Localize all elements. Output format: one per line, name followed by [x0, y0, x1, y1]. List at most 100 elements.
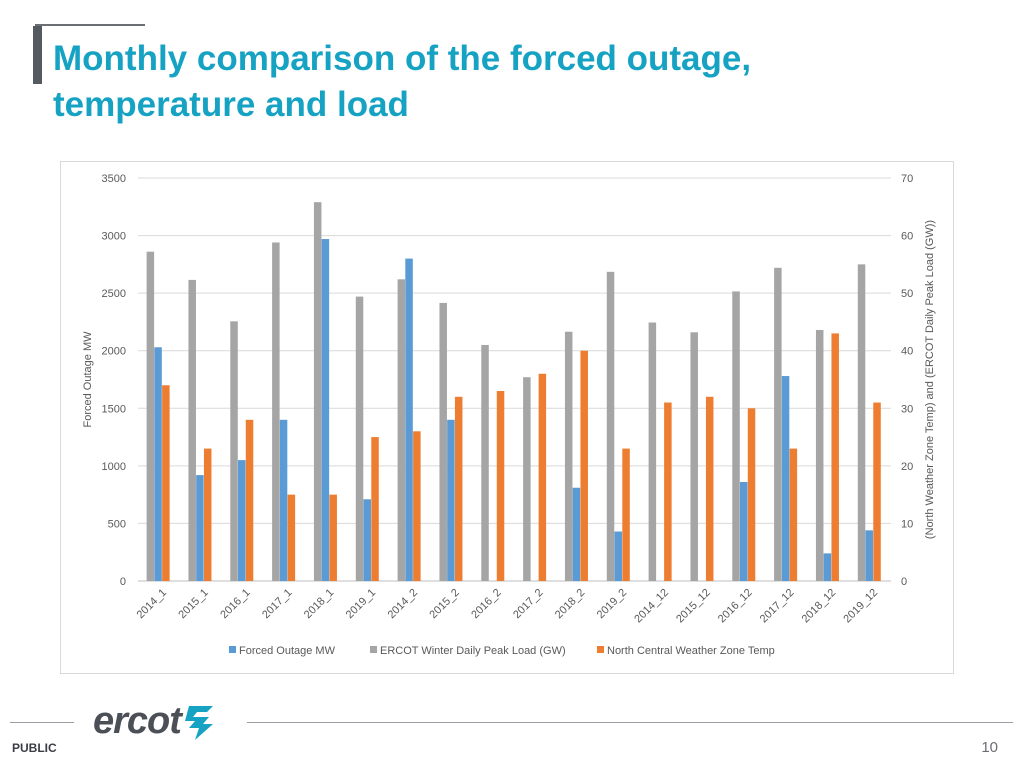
bar-north-central-weather-zone-temp [162, 385, 170, 581]
bar-forced-outage-mw [447, 419, 455, 581]
bar-north-central-weather-zone-temp [580, 350, 588, 581]
ercot-logo-mark-icon [184, 706, 213, 740]
bar-ercot-winter-daily-peak-load-gw [564, 331, 573, 581]
bar-forced-outage-mw [739, 481, 748, 581]
x-tick-label: 2014_2 [386, 587, 420, 621]
bar-forced-outage-mw [363, 499, 371, 581]
bar-ercot-winter-daily-peak-load-gw [606, 271, 615, 581]
bar-ercot-winter-daily-peak-load-gw [272, 242, 280, 581]
bar-forced-outage-mw [154, 347, 162, 581]
bar-ercot-winter-daily-peak-load-gw [774, 267, 782, 581]
bar-forced-outage-mw [572, 487, 581, 581]
y-right-tick-label: 20 [901, 461, 913, 473]
bar-north-central-weather-zone-temp [622, 448, 630, 581]
bar-ercot-winter-daily-peak-load-gw [397, 279, 406, 581]
x-tick-label: 2017_12 [758, 587, 797, 626]
y-right-tick-label: 40 [901, 346, 913, 358]
bar-north-central-weather-zone-temp [454, 396, 463, 581]
y-right-tick-label: 60 [901, 231, 913, 243]
bar-north-central-weather-zone-temp [203, 448, 212, 581]
y-left-tick-label: 3500 [102, 173, 126, 185]
slide-title: Monthly comparison of the forced outage,… [53, 36, 953, 128]
bar-ercot-winter-daily-peak-load-gw [355, 296, 364, 581]
slide-title-line-2: temperature and load [53, 85, 409, 124]
bar-north-central-weather-zone-temp [705, 396, 714, 581]
ercot-logo: ercot [93, 698, 217, 744]
title-top-rule [35, 24, 145, 26]
y-left-tick-label: 1500 [102, 403, 126, 415]
y-left-tick-label: 1000 [102, 461, 126, 473]
x-tick-label: 2015_12 [674, 587, 713, 626]
x-tick-label: 2016_2 [469, 587, 503, 621]
y-right-tick-label: 10 [901, 518, 913, 530]
x-tick-label: 2018_12 [800, 587, 839, 626]
bar-north-central-weather-zone-temp [747, 408, 756, 581]
bar-north-central-weather-zone-temp [329, 494, 337, 581]
x-tick-label: 2016_12 [716, 587, 755, 626]
bar-ercot-winter-daily-peak-load-gw [439, 302, 447, 581]
y-right-axis-title: (North Weather Zone Temp) and (ERCOT Dai… [924, 220, 936, 539]
bar-ercot-winter-daily-peak-load-gw [732, 291, 740, 581]
x-tick-label: 2017_1 [260, 587, 294, 621]
x-tick-label: 2015_1 [176, 587, 210, 621]
y-right-tick-label: 70 [901, 173, 913, 185]
legend-swatch [370, 646, 377, 653]
bar-north-central-weather-zone-temp [538, 373, 547, 581]
bar-ercot-winter-daily-peak-load-gw [648, 322, 657, 581]
bar-ercot-winter-daily-peak-load-gw [481, 344, 489, 581]
x-tick-label: 2018_1 [302, 587, 336, 621]
bar-north-central-weather-zone-temp [371, 437, 379, 581]
x-tick-label: 2019_12 [841, 587, 880, 626]
y-left-tick-label: 2000 [102, 346, 126, 358]
chart-container: 0 500 1000 1500 2000 2500 3000 3500 0 10 20 30 40 50 6… [60, 161, 954, 674]
legend-label: ERCOT Winter Daily Peak Load (GW) [380, 645, 566, 657]
bar-north-central-weather-zone-temp [413, 431, 421, 581]
legend-label: North Central Weather Zone Temp [607, 645, 775, 657]
title-accent-bar [33, 26, 42, 84]
bar-north-central-weather-zone-temp [831, 333, 839, 581]
bar-forced-outage-mw [614, 531, 622, 581]
bar-ercot-winter-daily-peak-load-gw [146, 251, 155, 581]
x-tick-label: 2017_2 [511, 587, 545, 621]
bar-north-central-weather-zone-temp [496, 391, 505, 581]
y-left-tick-label: 500 [108, 518, 126, 530]
x-tick-label: 2014_12 [632, 587, 671, 626]
x-tick-label: 2016_1 [218, 587, 252, 621]
x-tick-label: 2019_1 [344, 587, 378, 621]
y-left-tick-label: 2500 [102, 288, 126, 300]
y-right-tick-label: 50 [901, 288, 913, 300]
bar-ercot-winter-daily-peak-load-gw [857, 264, 866, 581]
bar-north-central-weather-zone-temp [873, 402, 881, 581]
page-number: 10 [981, 739, 998, 756]
bar-north-central-weather-zone-temp [245, 419, 254, 581]
bar-forced-outage-mw [865, 530, 873, 581]
bar-ercot-winter-daily-peak-load-gw [188, 279, 196, 581]
bar-north-central-weather-zone-temp [287, 494, 296, 581]
bar-forced-outage-mw [196, 475, 204, 581]
bar-forced-outage-mw [823, 553, 832, 581]
x-tick-label: 2015_2 [427, 587, 461, 621]
bar-forced-outage-mw [405, 258, 413, 581]
bar-forced-outage-mw [781, 376, 790, 581]
footer-rule-left [10, 722, 74, 723]
classification-label: PUBLIC [12, 741, 57, 755]
x-tick-label: 2014_1 [135, 587, 169, 621]
y-left-axis-title: Forced Outage MW [82, 331, 94, 428]
x-tick-label: 2018_2 [553, 587, 587, 621]
y-left-tick-label: 3000 [102, 231, 126, 243]
legend-swatch [229, 646, 236, 653]
bar-north-central-weather-zone-temp [789, 448, 798, 581]
combo-bar-chart: 0 500 1000 1500 2000 2500 3000 3500 0 10 20 30 40 50 6… [82, 173, 936, 657]
y-left-tick-label: 0 [120, 576, 126, 588]
slide-title-line-1: Monthly comparison of the forced outage, [53, 39, 752, 78]
bar-forced-outage-mw [279, 419, 288, 581]
bar-north-central-weather-zone-temp [664, 402, 672, 581]
bar-ercot-winter-daily-peak-load-gw [313, 202, 322, 581]
x-tick-label: 2019_2 [595, 587, 629, 621]
bar-forced-outage-mw [237, 460, 246, 581]
bar-forced-outage-mw [321, 239, 330, 582]
legend-label: Forced Outage MW [239, 645, 336, 657]
footer-rule-right [247, 722, 1013, 723]
ercot-logo-text: ercot [93, 699, 182, 742]
legend-swatch [597, 646, 604, 653]
